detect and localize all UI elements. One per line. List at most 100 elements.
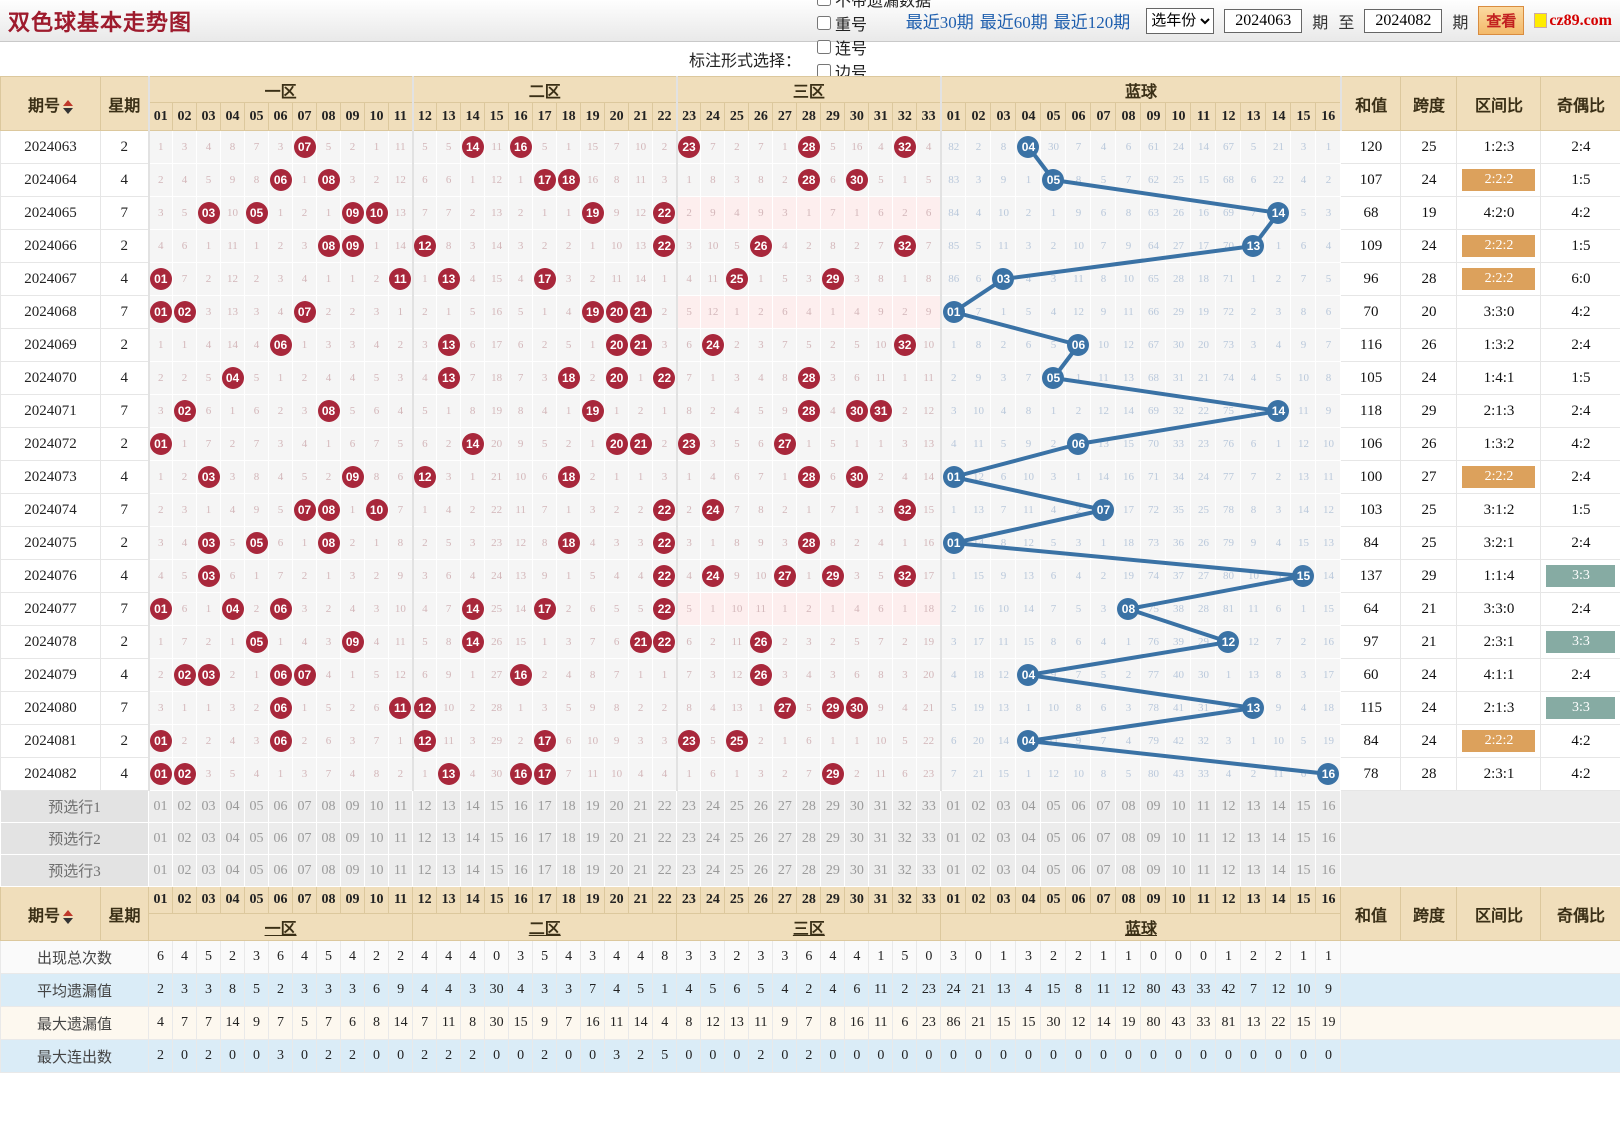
preselect-num-cell[interactable]: 21: [628, 854, 654, 887]
preselect-num-cell[interactable]: 13: [436, 854, 462, 887]
preselect-num-cell[interactable]: 32: [892, 822, 918, 855]
preselect-num-cell[interactable]: 13: [436, 822, 462, 855]
preselect-num-cell[interactable]: 13: [436, 790, 462, 823]
preselect-num-cell[interactable]: 09: [340, 790, 365, 823]
preselect-num-cell[interactable]: 25: [724, 854, 750, 887]
preselect-num-cell[interactable]: 15: [484, 790, 510, 823]
preselect-num-cell[interactable]: 16: [1315, 822, 1342, 855]
preselect-num-cell[interactable]: 08: [316, 822, 341, 855]
preselect-num-cell[interactable]: 30: [844, 854, 870, 887]
preselect-num-cell[interactable]: 30: [844, 822, 870, 855]
preselect-num-cell[interactable]: 03: [196, 822, 221, 855]
preselect-num-cell[interactable]: 06: [1065, 854, 1092, 887]
preselect-num-cell[interactable]: 15: [1290, 854, 1317, 887]
preselect-num-cell[interactable]: 01: [148, 790, 173, 823]
preselect-num-cell[interactable]: 31: [868, 822, 894, 855]
annotation-checkbox[interactable]: [817, 64, 831, 78]
preselect-num-cell[interactable]: 02: [172, 854, 197, 887]
preselect-num-cell[interactable]: 03: [196, 854, 221, 887]
preselect-num-cell[interactable]: 10: [1165, 822, 1192, 855]
preselect-num-cell[interactable]: 12: [1215, 854, 1242, 887]
preselect-num-cell[interactable]: 19: [580, 854, 606, 887]
preselect-num-cell[interactable]: 12: [1215, 822, 1242, 855]
preselect-num-cell[interactable]: 31: [868, 790, 894, 823]
preselect-num-cell[interactable]: 12: [1215, 790, 1242, 823]
preselect-num-cell[interactable]: 18: [556, 822, 582, 855]
preselect-num-cell[interactable]: 11: [387, 854, 414, 887]
preselect-num-cell[interactable]: 19: [580, 790, 606, 823]
preselect-num-cell[interactable]: 16: [1315, 790, 1342, 823]
annotation-option[interactable]: 不带遗漏数据: [817, 0, 931, 11]
preselect-num-cell[interactable]: 14: [1265, 822, 1292, 855]
preselect-num-cell[interactable]: 09: [340, 854, 365, 887]
preselect-num-cell[interactable]: 02: [965, 790, 992, 823]
preselect-num-cell[interactable]: 28: [796, 854, 822, 887]
range-link[interactable]: 最近120期: [1053, 13, 1131, 32]
preselect-num-cell[interactable]: 03: [990, 822, 1017, 855]
preselect-num-cell[interactable]: 23: [676, 822, 702, 855]
annotation-checkbox[interactable]: [817, 16, 831, 30]
period-column-header[interactable]: 期号: [0, 76, 101, 131]
sort-icon[interactable]: [63, 909, 73, 924]
preselect-num-cell[interactable]: 18: [556, 854, 582, 887]
preselect-num-cell[interactable]: 16: [508, 854, 534, 887]
preselect-num-cell[interactable]: 21: [628, 790, 654, 823]
preselect-num-cell[interactable]: 02: [172, 822, 197, 855]
preselect-num-cell[interactable]: 30: [844, 790, 870, 823]
preselect-num-cell[interactable]: 01: [940, 854, 967, 887]
preselect-num-cell[interactable]: 26: [748, 854, 774, 887]
preselect-num-cell[interactable]: 09: [340, 822, 365, 855]
preselect-num-cell[interactable]: 21: [628, 822, 654, 855]
from-period-input[interactable]: [1224, 8, 1303, 33]
preselect-num-cell[interactable]: 07: [292, 822, 317, 855]
preselect-num-cell[interactable]: 19: [580, 822, 606, 855]
annotation-checkbox[interactable]: [817, 40, 831, 54]
preselect-num-cell[interactable]: 05: [1040, 790, 1067, 823]
preselect-num-cell[interactable]: 32: [892, 790, 918, 823]
preselect-num-cell[interactable]: 15: [1290, 790, 1317, 823]
preselect-num-cell[interactable]: 04: [1015, 822, 1042, 855]
preselect-num-cell[interactable]: 28: [796, 822, 822, 855]
site-logo[interactable]: cz89.com: [1534, 12, 1612, 30]
preselect-num-cell[interactable]: 03: [990, 790, 1017, 823]
preselect-num-cell[interactable]: 03: [196, 790, 221, 823]
preselect-num-cell[interactable]: 07: [1090, 790, 1117, 823]
preselect-num-cell[interactable]: 05: [1040, 854, 1067, 887]
preselect-num-cell[interactable]: 10: [364, 822, 389, 855]
to-period-input[interactable]: [1364, 8, 1443, 33]
preselect-num-cell[interactable]: 23: [676, 790, 702, 823]
preselect-num-cell[interactable]: 11: [1190, 822, 1217, 855]
preselect-num-cell[interactable]: 29: [820, 790, 846, 823]
preselect-num-cell[interactable]: 11: [1190, 854, 1217, 887]
preselect-num-cell[interactable]: 16: [508, 822, 534, 855]
sort-icon[interactable]: [63, 99, 73, 114]
preselect-num-cell[interactable]: 08: [1115, 854, 1142, 887]
preselect-num-cell[interactable]: 27: [772, 822, 798, 855]
preselect-num-cell[interactable]: 26: [748, 790, 774, 823]
preselect-num-cell[interactable]: 11: [387, 822, 414, 855]
preselect-num-cell[interactable]: 15: [484, 822, 510, 855]
preselect-num-cell[interactable]: 12: [412, 790, 438, 823]
preselect-num-cell[interactable]: 25: [724, 822, 750, 855]
preselect-num-cell[interactable]: 08: [1115, 822, 1142, 855]
preselect-num-cell[interactable]: 23: [676, 854, 702, 887]
preselect-num-cell[interactable]: 20: [604, 790, 630, 823]
preselect-num-cell[interactable]: 14: [1265, 854, 1292, 887]
preselect-num-cell[interactable]: 16: [1315, 854, 1342, 887]
preselect-num-cell[interactable]: 11: [1190, 790, 1217, 823]
preselect-num-cell[interactable]: 08: [1115, 790, 1142, 823]
preselect-num-cell[interactable]: 13: [1240, 822, 1267, 855]
period-column-header[interactable]: 期号: [0, 886, 101, 941]
preselect-num-cell[interactable]: 29: [820, 822, 846, 855]
preselect-num-cell[interactable]: 33: [916, 854, 942, 887]
preselect-num-cell[interactable]: 15: [1290, 822, 1317, 855]
preselect-num-cell[interactable]: 10: [364, 790, 389, 823]
preselect-num-cell[interactable]: 01: [940, 822, 967, 855]
preselect-num-cell[interactable]: 09: [1140, 790, 1167, 823]
preselect-num-cell[interactable]: 10: [1165, 790, 1192, 823]
preselect-num-cell[interactable]: 17: [532, 854, 558, 887]
preselect-num-cell[interactable]: 24: [700, 790, 726, 823]
view-button[interactable]: 查看: [1478, 6, 1525, 35]
preselect-num-cell[interactable]: 07: [292, 854, 317, 887]
range-link[interactable]: 最近60期: [979, 13, 1048, 32]
